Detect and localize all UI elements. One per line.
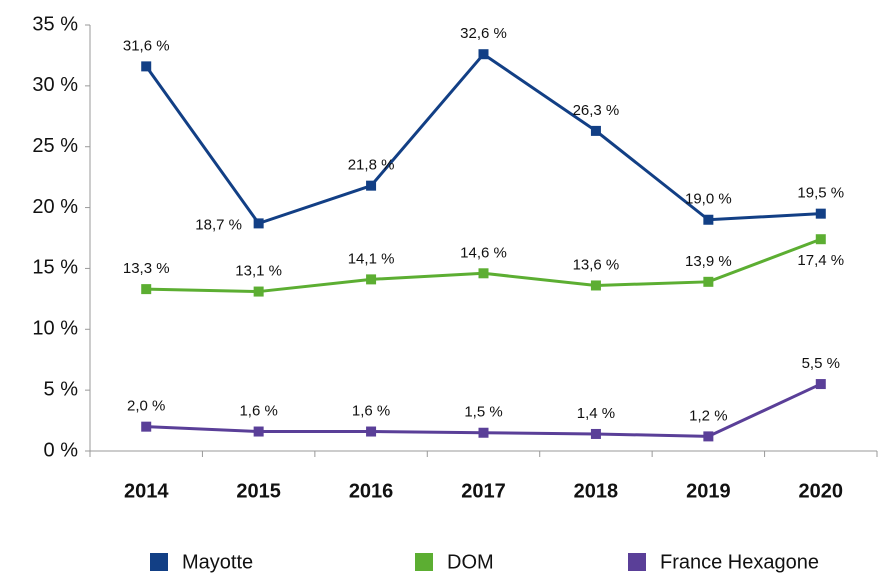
- value-label: 1,6 %: [239, 402, 277, 419]
- legend-label: France Hexagone: [660, 551, 819, 573]
- y-tick-label: 15 %: [32, 257, 78, 279]
- value-label: 1,5 %: [464, 404, 502, 421]
- marker: [703, 214, 714, 225]
- marker: [703, 276, 714, 287]
- value-label: 14,1 %: [348, 250, 395, 267]
- marker: [815, 379, 826, 390]
- marker: [366, 274, 377, 285]
- marker: [703, 431, 714, 442]
- value-label: 32,6 %: [460, 25, 507, 42]
- legend-label: Mayotte: [182, 551, 253, 573]
- marker: [478, 427, 489, 438]
- x-tick-label: 2017: [461, 480, 506, 502]
- value-label: 1,6 %: [352, 402, 390, 419]
- y-tick-label: 5 %: [44, 378, 79, 400]
- marker: [366, 426, 377, 437]
- value-label: 13,3 %: [123, 260, 170, 277]
- marker: [253, 218, 264, 229]
- value-label: 19,5 %: [797, 185, 844, 202]
- value-label: 21,8 %: [348, 157, 395, 174]
- marker: [141, 421, 152, 432]
- value-label: 18,7 %: [195, 216, 242, 233]
- value-label: 17,4 %: [797, 252, 844, 269]
- marker: [253, 426, 264, 437]
- marker: [253, 286, 264, 297]
- legend-swatch: [415, 553, 433, 571]
- y-tick-label: 0 %: [44, 439, 79, 461]
- marker: [590, 428, 601, 439]
- legend-swatch: [150, 553, 168, 571]
- value-label: 2,0 %: [127, 398, 165, 415]
- marker: [478, 49, 489, 60]
- marker: [815, 234, 826, 245]
- value-label: 26,3 %: [573, 102, 620, 119]
- marker: [141, 61, 152, 72]
- value-label: 13,9 %: [685, 253, 732, 270]
- value-label: 19,0 %: [685, 191, 732, 208]
- x-tick-label: 2018: [574, 480, 619, 502]
- y-tick-label: 30 %: [32, 74, 78, 96]
- marker: [478, 268, 489, 279]
- marker: [141, 284, 152, 295]
- marker: [366, 180, 377, 191]
- marker: [590, 280, 601, 291]
- x-tick-label: 2014: [124, 480, 169, 502]
- value-label: 1,2 %: [689, 407, 727, 424]
- marker: [815, 208, 826, 219]
- marker: [590, 125, 601, 136]
- x-tick-label: 2016: [349, 480, 394, 502]
- value-label: 13,6 %: [573, 256, 620, 273]
- x-tick-label: 2015: [236, 480, 281, 502]
- x-tick-label: 2020: [799, 480, 844, 502]
- value-label: 5,5 %: [802, 355, 840, 372]
- value-label: 14,6 %: [460, 244, 507, 261]
- y-tick-label: 20 %: [32, 196, 78, 218]
- y-tick-label: 10 %: [32, 318, 78, 340]
- value-label: 1,4 %: [577, 405, 615, 422]
- y-tick-label: 35 %: [32, 13, 78, 35]
- y-tick-label: 25 %: [32, 135, 78, 157]
- x-tick-label: 2019: [686, 480, 731, 502]
- value-label: 13,1 %: [235, 263, 282, 280]
- legend-swatch: [628, 553, 646, 571]
- legend-label: DOM: [447, 551, 494, 573]
- value-label: 31,6 %: [123, 37, 170, 54]
